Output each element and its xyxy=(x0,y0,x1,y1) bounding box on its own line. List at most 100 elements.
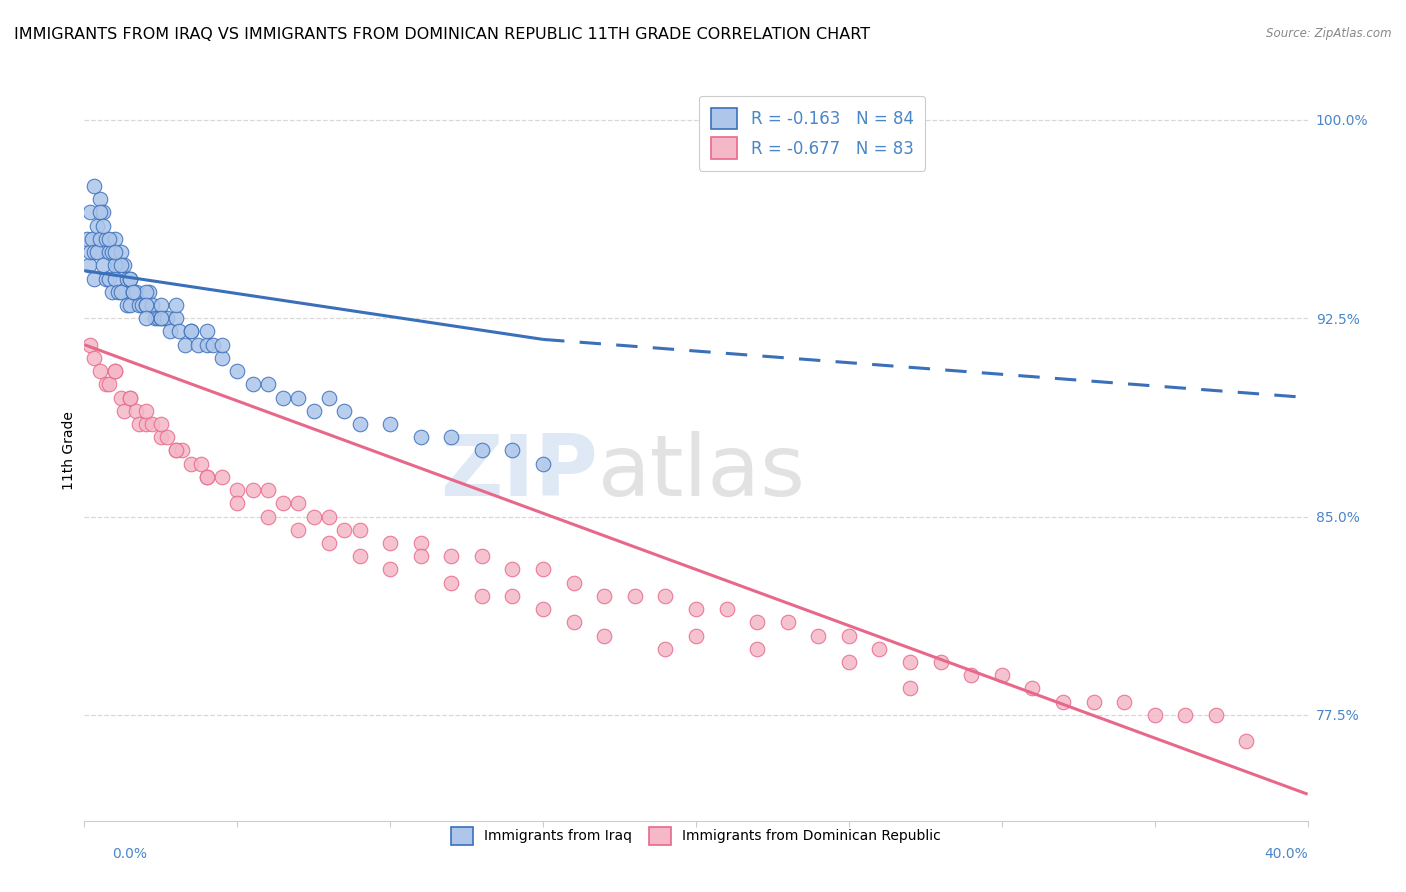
Point xyxy=(112,404,135,418)
Legend: Immigrants from Iraq, Immigrants from Dominican Republic: Immigrants from Iraq, Immigrants from Do… xyxy=(441,817,950,855)
Point xyxy=(104,271,127,285)
Point xyxy=(807,629,830,643)
Point xyxy=(115,298,138,312)
Point xyxy=(302,404,325,418)
Text: IMMIGRANTS FROM IRAQ VS IMMIGRANTS FROM DOMINICAN REPUBLIC 11TH GRADE CORRELATIO: IMMIGRANTS FROM IRAQ VS IMMIGRANTS FROM … xyxy=(14,27,870,42)
Point xyxy=(89,364,111,378)
Point xyxy=(502,589,524,603)
Point xyxy=(135,311,157,326)
Point xyxy=(1143,707,1166,722)
Point xyxy=(165,298,187,312)
Point xyxy=(186,337,208,351)
Point xyxy=(97,245,120,260)
Point xyxy=(440,430,463,444)
Point xyxy=(115,271,138,285)
Point xyxy=(101,245,124,260)
Point xyxy=(271,391,294,405)
Point xyxy=(153,311,176,326)
Point xyxy=(149,417,172,431)
Point xyxy=(83,351,105,365)
Point xyxy=(83,179,105,194)
Point xyxy=(135,404,157,418)
Point xyxy=(624,589,647,603)
Point xyxy=(838,655,860,669)
Point xyxy=(685,602,707,616)
Point xyxy=(120,271,142,285)
Point xyxy=(86,245,108,260)
Point xyxy=(135,417,157,431)
Point xyxy=(1174,707,1197,722)
Point xyxy=(97,377,120,392)
Point xyxy=(502,562,524,576)
Point xyxy=(409,430,432,444)
Point xyxy=(409,549,432,564)
Point xyxy=(318,536,340,550)
Point xyxy=(747,641,769,656)
Point xyxy=(226,483,249,497)
Point xyxy=(104,364,127,378)
Point xyxy=(776,615,799,630)
Point xyxy=(471,549,494,564)
Point xyxy=(156,311,179,326)
Point xyxy=(101,285,124,299)
Point xyxy=(333,523,356,537)
Point xyxy=(349,417,371,431)
Text: ZIP: ZIP xyxy=(440,431,598,514)
Point xyxy=(195,337,218,351)
Point xyxy=(174,337,197,351)
Point xyxy=(562,615,585,630)
Point xyxy=(195,325,218,339)
Point xyxy=(110,285,132,299)
Point xyxy=(898,681,921,696)
Point xyxy=(380,536,402,550)
Point xyxy=(167,325,190,339)
Point xyxy=(138,285,160,299)
Point xyxy=(440,549,463,564)
Point xyxy=(107,285,129,299)
Point xyxy=(226,496,249,510)
Point xyxy=(1205,707,1227,722)
Point xyxy=(257,483,280,497)
Point xyxy=(271,496,294,510)
Point xyxy=(318,509,340,524)
Point xyxy=(211,337,233,351)
Point xyxy=(135,298,157,312)
Point xyxy=(257,509,280,524)
Point xyxy=(94,232,117,246)
Point xyxy=(440,575,463,590)
Point xyxy=(380,562,402,576)
Point xyxy=(471,443,494,458)
Point xyxy=(1052,695,1074,709)
Point xyxy=(211,470,233,484)
Point xyxy=(531,602,554,616)
Point xyxy=(104,245,127,260)
Point xyxy=(110,259,132,273)
Point xyxy=(1021,681,1043,696)
Point xyxy=(593,629,616,643)
Point xyxy=(180,325,202,339)
Point xyxy=(156,430,179,444)
Point xyxy=(131,298,153,312)
Point xyxy=(654,641,676,656)
Point xyxy=(104,232,127,246)
Point xyxy=(960,668,983,682)
Point xyxy=(1083,695,1105,709)
Point xyxy=(149,311,172,326)
Point xyxy=(94,271,117,285)
Point xyxy=(149,430,172,444)
Point xyxy=(104,364,127,378)
Point xyxy=(83,245,105,260)
Point xyxy=(380,417,402,431)
Point xyxy=(929,655,952,669)
Point xyxy=(165,311,187,326)
Text: 0.0%: 0.0% xyxy=(112,847,148,861)
Point xyxy=(125,285,148,299)
Point xyxy=(654,589,676,603)
Y-axis label: 11th Grade: 11th Grade xyxy=(62,411,76,490)
Point xyxy=(287,523,309,537)
Point xyxy=(86,219,108,233)
Point xyxy=(143,311,166,326)
Point xyxy=(1236,734,1258,748)
Point xyxy=(89,192,111,206)
Point xyxy=(122,285,145,299)
